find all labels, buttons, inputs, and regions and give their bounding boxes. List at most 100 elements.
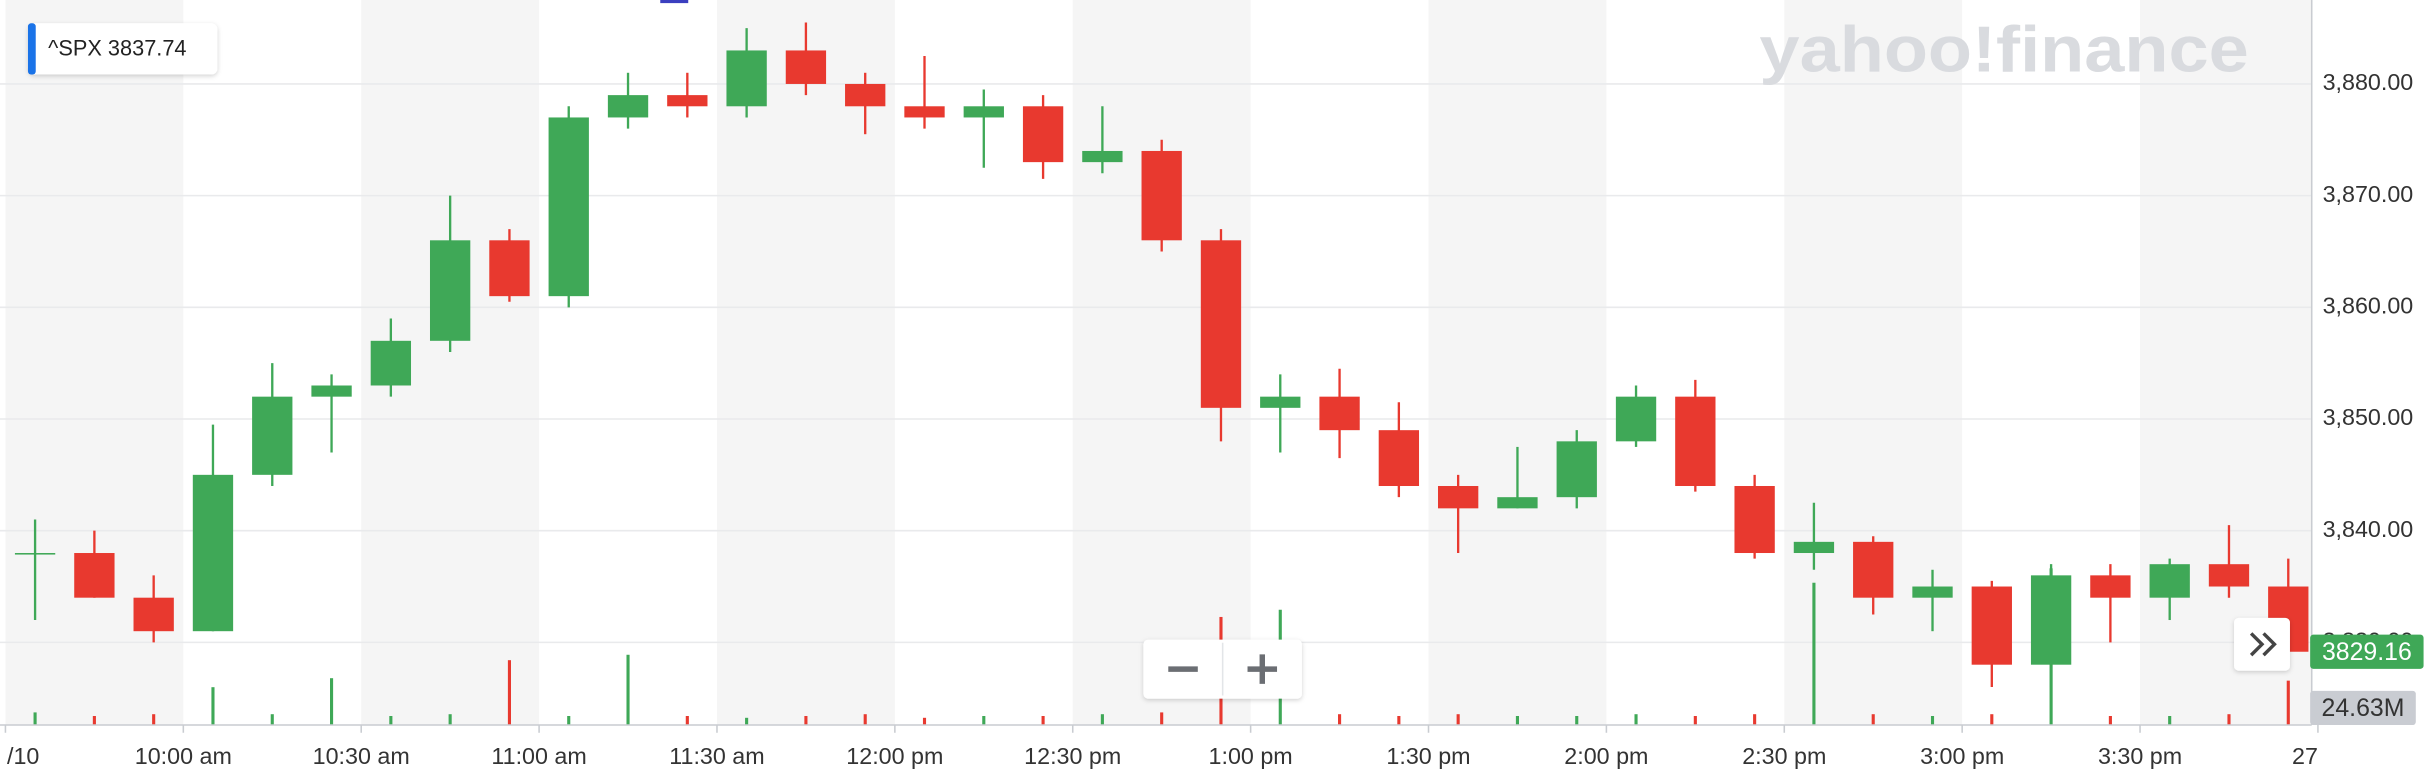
volume-bar bbox=[448, 714, 452, 726]
x-tick-label: 10:30 am bbox=[313, 743, 410, 769]
candle-body bbox=[429, 240, 471, 341]
candle-body bbox=[1378, 430, 1420, 487]
x-tick-label: 3:00 pm bbox=[1920, 743, 2004, 769]
candle-body bbox=[1912, 586, 1953, 598]
volume-bar bbox=[863, 714, 867, 726]
watermark: yahoo!finance bbox=[1759, 13, 2248, 86]
volume-bar bbox=[567, 716, 571, 726]
session-band bbox=[1784, 0, 1963, 726]
candle-body bbox=[1082, 150, 1123, 163]
top-marker bbox=[660, 0, 689, 4]
volume-bar bbox=[1160, 712, 1164, 726]
session-band bbox=[1428, 0, 1607, 726]
quote-text: ^SPX 3837.74 bbox=[48, 35, 186, 60]
chevrons bbox=[2249, 632, 2277, 657]
volume-bar bbox=[330, 678, 334, 726]
zoom-out-button[interactable] bbox=[1145, 641, 1221, 697]
volume-bar bbox=[982, 716, 986, 726]
candle-body bbox=[1793, 541, 1835, 554]
price-tag bbox=[2310, 634, 2424, 669]
candle-body bbox=[2090, 575, 2131, 598]
volume-bar bbox=[626, 654, 630, 726]
volume-bar bbox=[1575, 716, 1579, 726]
x-tick-label: 2:00 pm bbox=[1564, 743, 1648, 769]
candle-body bbox=[667, 95, 708, 107]
quote-box bbox=[27, 23, 218, 75]
x-tick-label: 10:00 am bbox=[135, 743, 232, 769]
price-tag-label: 3829.16 bbox=[2322, 639, 2412, 666]
candle-body bbox=[252, 396, 293, 475]
y-tick-label: 3,870.00 bbox=[2323, 181, 2414, 207]
volume-bar bbox=[1100, 714, 1104, 726]
candle-body bbox=[1615, 396, 1657, 442]
candle-body bbox=[607, 95, 649, 118]
candle-body bbox=[845, 83, 886, 107]
volume-bar bbox=[2286, 680, 2290, 726]
candle-body bbox=[2149, 564, 2190, 598]
candle-body bbox=[963, 106, 1004, 118]
volume-bar bbox=[1930, 716, 1935, 726]
x-tick-label: 11:00 am bbox=[491, 743, 586, 769]
scroll-right-button[interactable] bbox=[2234, 617, 2290, 671]
candle-body bbox=[1497, 497, 1538, 509]
candle-body bbox=[192, 474, 234, 632]
symbol: ^SPX bbox=[48, 35, 102, 60]
candle-body bbox=[2030, 575, 2072, 665]
x-tick-label: 2:30 pm bbox=[1742, 743, 1826, 769]
x-tick-label: /10 bbox=[7, 743, 39, 769]
candle-body bbox=[785, 50, 827, 84]
candle-body bbox=[1437, 486, 1479, 509]
candle-body bbox=[1141, 150, 1182, 241]
candle-body bbox=[133, 597, 174, 632]
volume-bar bbox=[507, 660, 511, 726]
x-tick-label: 12:30 pm bbox=[1024, 743, 1121, 769]
volume-bar bbox=[1871, 714, 1875, 726]
x-tick-label: 27 bbox=[2292, 743, 2318, 769]
candle-body bbox=[370, 340, 412, 386]
volume-bar bbox=[922, 717, 927, 726]
candle-body bbox=[14, 553, 56, 555]
volume-bar bbox=[1753, 714, 1757, 726]
x-tick-label: 1:30 pm bbox=[1386, 743, 1470, 769]
tick-layer: 3,830.003,840.003,850.003,860.003,870.00… bbox=[4, 69, 2414, 769]
volume-bar bbox=[2168, 716, 2172, 726]
candle-body bbox=[489, 240, 530, 297]
candle-body bbox=[1260, 396, 1301, 408]
volume-bar bbox=[1634, 714, 1638, 726]
zoom-in-button[interactable] bbox=[1224, 641, 1300, 697]
candle-body bbox=[1319, 396, 1360, 431]
volume-bar bbox=[2108, 716, 2112, 726]
x-tick-label: 11:30 am bbox=[669, 743, 764, 769]
candle-body bbox=[1675, 396, 1716, 487]
volume-bar bbox=[1338, 714, 1342, 726]
x-tick-label: 1:00 pm bbox=[1209, 743, 1293, 769]
tag-layer: 3829.16 24.63M bbox=[2310, 634, 2424, 726]
volume-bar bbox=[152, 714, 156, 726]
candle-layer bbox=[14, 22, 2309, 688]
volume-bar bbox=[1515, 716, 1520, 726]
candle-body bbox=[904, 106, 945, 118]
y-tick-label: 3,840.00 bbox=[2323, 516, 2414, 542]
candle-body bbox=[1022, 106, 1064, 163]
volume-bar bbox=[1812, 582, 1816, 726]
quote-badge: ^SPX 3837.74 bbox=[27, 23, 218, 75]
candle-body bbox=[2208, 564, 2250, 587]
x-tick-label: 3:30 pm bbox=[2098, 743, 2182, 769]
candle-body bbox=[74, 553, 115, 598]
x-tick-label: 12:00 pm bbox=[846, 743, 943, 769]
y-tick-label: 3,860.00 bbox=[2323, 292, 2414, 318]
candle-body bbox=[1556, 441, 1597, 498]
session-band bbox=[716, 0, 895, 726]
volume-bar bbox=[745, 717, 749, 726]
volume-bar bbox=[1693, 716, 1697, 726]
volume-bar bbox=[211, 687, 215, 726]
volume-bar bbox=[33, 712, 37, 726]
bands-layer bbox=[5, 0, 2312, 726]
candle-body bbox=[1971, 586, 2012, 665]
quote-accent bbox=[27, 23, 36, 75]
y-tick-label: 3,880.00 bbox=[2323, 69, 2414, 95]
candle-body bbox=[311, 385, 352, 397]
zoom-controls bbox=[1143, 639, 1302, 699]
volume-bar bbox=[1397, 716, 1401, 726]
